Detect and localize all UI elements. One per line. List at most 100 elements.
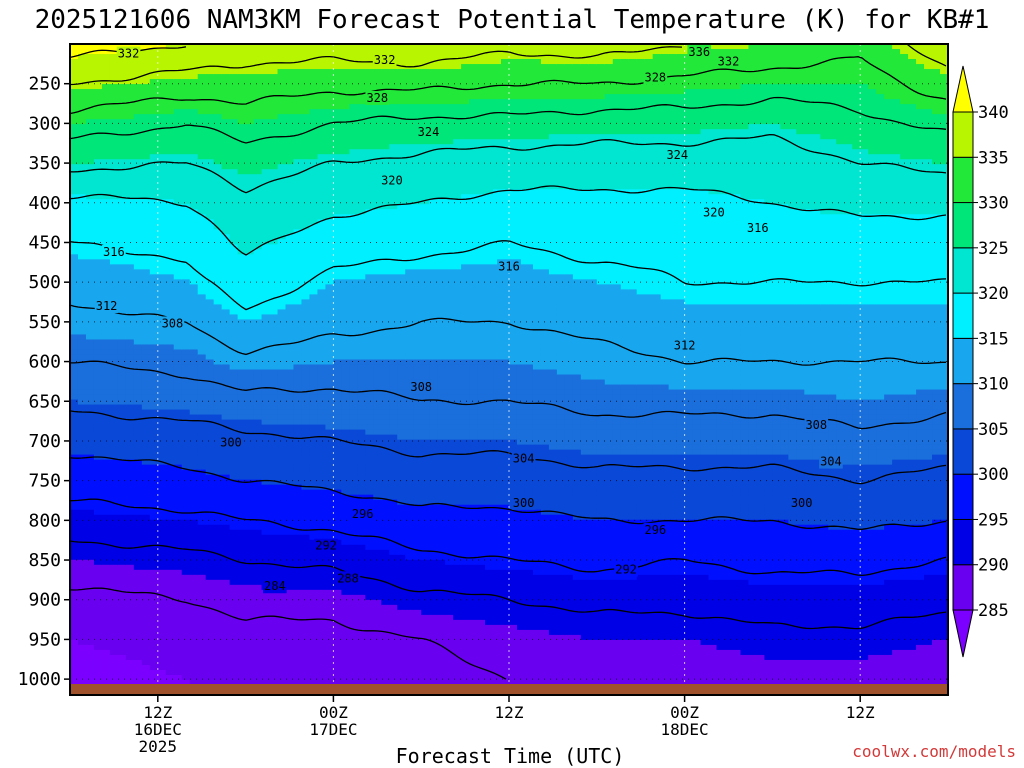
heatmap-cell <box>269 429 279 436</box>
heatmap-cell <box>205 174 215 180</box>
heatmap-cell <box>333 99 342 105</box>
heatmap-cell <box>349 304 358 311</box>
heatmap-cell <box>325 659 334 666</box>
heatmap-cell <box>197 549 207 556</box>
heatmap-cell <box>157 524 167 531</box>
heatmap-cell <box>349 379 358 386</box>
heatmap-cell <box>301 429 311 436</box>
heatmap-cell <box>70 504 79 511</box>
heatmap-cell <box>229 594 239 601</box>
heatmap-cell <box>93 329 103 336</box>
heatmap-cell <box>325 74 334 80</box>
heatmap-cell <box>197 254 207 260</box>
heatmap-cell <box>333 389 342 396</box>
heatmap-cell <box>333 514 342 521</box>
heatmap-cell <box>133 679 143 686</box>
heatmap-cell <box>229 184 239 190</box>
heatmap-cell <box>181 344 191 351</box>
heatmap-cell <box>357 644 366 651</box>
heatmap-cell <box>165 219 175 225</box>
heatmap-cell <box>205 134 215 140</box>
heatmap-cell <box>205 159 215 165</box>
heatmap-cell <box>125 304 135 311</box>
heatmap-cell <box>77 564 87 571</box>
heatmap-cell <box>301 134 311 140</box>
heatmap-cell <box>221 404 231 411</box>
heatmap-cell <box>269 614 279 621</box>
heatmap-cell <box>221 484 231 491</box>
heatmap-cell <box>341 404 350 411</box>
heatmap-cell <box>245 144 255 150</box>
heatmap-cell <box>317 319 327 326</box>
heatmap-cell <box>125 164 135 170</box>
heatmap-cell <box>293 114 303 120</box>
heatmap-cell <box>141 474 151 481</box>
heatmap-cell <box>101 469 111 476</box>
heatmap-cell <box>149 619 159 626</box>
heatmap-cell <box>77 154 87 160</box>
heatmap-cell <box>277 549 287 556</box>
heatmap-cell <box>365 679 374 686</box>
heatmap-cell <box>221 379 231 386</box>
heatmap-cell <box>205 559 215 566</box>
heatmap-cell <box>141 404 151 411</box>
heatmap-cell <box>117 189 127 195</box>
heatmap-cell <box>293 624 303 631</box>
heatmap-cell <box>341 664 350 671</box>
heatmap-cell <box>245 449 255 456</box>
heatmap-cell <box>365 174 374 180</box>
heatmap-cell <box>109 109 119 115</box>
heatmap-cell <box>213 409 223 416</box>
heatmap-cell <box>189 179 199 185</box>
heatmap-cell <box>277 499 287 506</box>
heatmap-cell <box>293 529 303 536</box>
heatmap-cell <box>349 289 358 295</box>
heatmap-cell <box>189 254 199 260</box>
heatmap-cell <box>237 204 247 210</box>
heatmap-cell <box>325 159 334 165</box>
heatmap-cell <box>277 629 287 636</box>
heatmap-cell <box>333 49 342 55</box>
heatmap-cell <box>349 629 358 636</box>
heatmap-cell <box>181 359 191 366</box>
heatmap-cell <box>141 289 151 295</box>
heatmap-cell <box>293 74 303 80</box>
heatmap-cell <box>357 489 366 496</box>
heatmap-cell <box>245 394 255 401</box>
heatmap-cell <box>197 194 207 200</box>
heatmap-cell <box>157 359 167 366</box>
heatmap-cell <box>165 64 175 70</box>
heatmap-cell <box>341 114 350 120</box>
heatmap-cell <box>365 259 374 265</box>
heatmap-cell <box>325 219 334 225</box>
heatmap-cell <box>333 219 342 225</box>
heatmap-cell <box>357 174 366 180</box>
heatmap-cell <box>93 644 103 651</box>
heatmap-cell <box>285 239 295 245</box>
heatmap-cell <box>205 214 215 220</box>
heatmap-cell <box>325 304 334 311</box>
heatmap-cell <box>117 484 127 491</box>
heatmap-cell <box>125 249 135 255</box>
heatmap-cell <box>277 404 287 411</box>
heatmap-cell <box>357 234 366 240</box>
heatmap-cell <box>221 129 231 135</box>
heatmap-cell <box>365 364 374 371</box>
heatmap-cell <box>357 549 366 556</box>
heatmap-cell <box>197 589 207 596</box>
heatmap-cell <box>133 609 143 616</box>
heatmap-cell <box>133 579 143 586</box>
heatmap-cell <box>109 619 119 626</box>
heatmap-cell <box>109 294 119 300</box>
heatmap-cell <box>221 314 231 321</box>
heatmap-cell <box>309 569 319 576</box>
heatmap-cell <box>261 404 271 411</box>
heatmap-cell <box>269 184 279 190</box>
heatmap-cell <box>349 334 358 341</box>
heatmap-cell <box>253 509 263 516</box>
heatmap-cell <box>213 599 223 606</box>
heatmap-cell <box>293 394 303 401</box>
heatmap-cell <box>261 244 271 250</box>
heatmap-cell <box>181 574 191 581</box>
heatmap-cell <box>237 364 247 371</box>
